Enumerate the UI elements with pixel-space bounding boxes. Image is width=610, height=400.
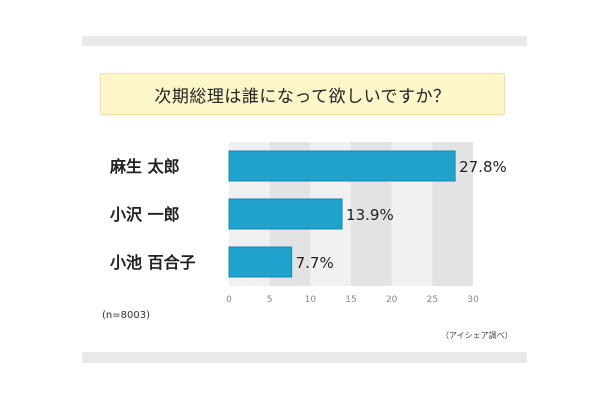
- source-note: （アイシェア調べ）: [441, 331, 513, 340]
- tick-label: 15: [345, 295, 356, 305]
- value-label: 27.8%: [459, 158, 507, 176]
- tick-label: 30: [467, 295, 479, 305]
- category-label: 麻生 太郎: [109, 157, 180, 176]
- category-label: 小池 百合子: [110, 253, 196, 272]
- bar: [228, 150, 456, 182]
- bottom-band: [82, 352, 527, 363]
- tick-label: 5: [267, 295, 273, 305]
- value-label: 13.9%: [346, 206, 394, 224]
- value-label: 7.7%: [296, 254, 334, 272]
- bar: [228, 198, 343, 230]
- bar: [228, 246, 293, 278]
- category-label: 小沢 一郎: [110, 205, 180, 224]
- chart-title: 次期総理は誰になって欲しいですか？: [100, 73, 505, 115]
- top-band: [82, 36, 527, 46]
- tick-label: 25: [427, 295, 438, 305]
- tick-label: 10: [305, 295, 317, 305]
- sample-size-note: (n=8003): [102, 310, 150, 321]
- tick-label: 0: [226, 295, 232, 305]
- tick-label: 20: [386, 295, 398, 305]
